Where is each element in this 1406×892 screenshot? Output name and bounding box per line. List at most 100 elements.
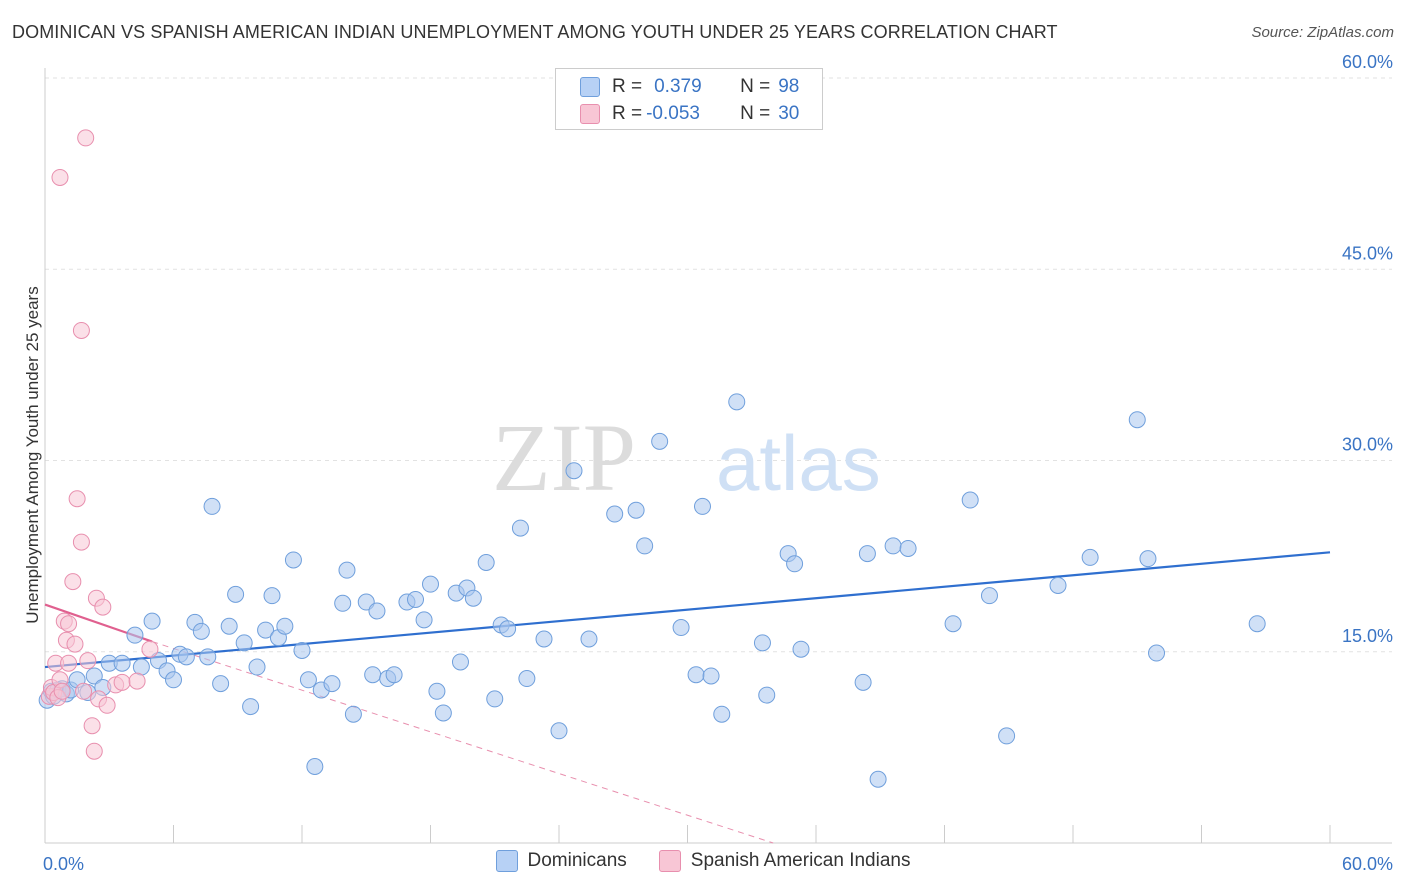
data-point-dominicans (1081, 548, 1099, 566)
stats-row-spanish-american-indians: R = -0.053 N = 30 (580, 100, 799, 128)
data-point-dominicans (535, 630, 553, 648)
stats-n-value: 30 (778, 103, 800, 124)
data-point-dominicans (702, 667, 720, 685)
data-point-dominicans (869, 770, 887, 788)
data-point-dominicans (980, 587, 998, 605)
data-point-dominicans (499, 620, 517, 638)
data-point-dominicans (758, 686, 776, 704)
data-point-spanish-american-indians (72, 533, 90, 551)
data-point-spanish-american-indians (53, 682, 71, 700)
data-point-dominicans (344, 705, 362, 723)
data-point-dominicans (212, 675, 230, 693)
data-point-dominicans (132, 658, 150, 676)
data-point-dominicans (899, 539, 917, 557)
y-tick-label: 15.0% (1342, 626, 1393, 646)
data-point-spanish-american-indians (77, 129, 95, 147)
data-point-dominicans (606, 505, 624, 523)
data-point-spanish-american-indians (72, 321, 90, 339)
stats-swatch-spanish-american-indians (580, 104, 600, 124)
data-point-dominicans (338, 561, 356, 579)
labels-layer: 15.0% 30.0% 45.0% 60.0% 0.0% 60.0% Unemploymen… (23, 52, 1393, 874)
data-point-dominicans (1148, 644, 1166, 662)
data-point-dominicans (627, 501, 645, 519)
data-point-spanish-american-indians (68, 490, 86, 508)
data-point-dominicans (451, 653, 469, 671)
data-point-dominicans (407, 590, 425, 608)
data-point-spanish-american-indians (85, 742, 103, 760)
trend-line-dominicans (44, 551, 1331, 669)
legend-label-dominicans: Dominicans (527, 850, 627, 871)
data-point-dominicans (1139, 550, 1157, 568)
data-point-dominicans (276, 617, 294, 635)
data-point-dominicans (113, 654, 131, 672)
legend-swatch-spanish-american-indians (658, 850, 681, 872)
data-point-dominicans (364, 666, 382, 684)
data-point-spanish-american-indians (83, 717, 101, 735)
data-point-spanish-american-indians (141, 640, 159, 658)
data-point-dominicans (323, 675, 341, 693)
data-point-dominicans (306, 758, 324, 775)
y-tick-label: 60.0% (1342, 52, 1393, 72)
data-point-dominicans (143, 612, 161, 630)
data-point-dominicans (854, 673, 872, 691)
data-point-dominicans (858, 545, 876, 563)
data-point-dominicans (434, 704, 452, 722)
data-point-dominicans (235, 634, 253, 652)
data-point-dominicans (580, 630, 598, 648)
data-point-dominicans (177, 648, 195, 666)
data-point-dominicans (334, 594, 352, 612)
legend-label-spanish-american-indians: Spanish American Indians (690, 850, 911, 871)
data-point-spanish-american-indians (113, 673, 131, 691)
legend-item-spanish-american-indians[interactable]: Spanish American Indians (658, 850, 911, 872)
data-point-spanish-american-indians (94, 598, 112, 616)
trend-line-extended-1 (151, 641, 774, 844)
stats-r-value: 0.379 (654, 76, 702, 97)
data-point-dominicans (203, 497, 221, 515)
data-point-dominicans (511, 519, 529, 537)
data-point-dominicans (753, 634, 771, 652)
data-point-dominicans (242, 698, 260, 716)
data-point-spanish-american-indians (64, 573, 82, 591)
watermark: ZIP atlas (492, 404, 881, 511)
data-point-dominicans (293, 641, 311, 659)
data-point-spanish-american-indians (128, 672, 146, 690)
watermark-zip: ZIP (492, 404, 636, 511)
data-point-dominicans (1128, 411, 1146, 429)
data-point-dominicans (786, 555, 804, 573)
data-point-dominicans (299, 671, 317, 689)
legend-item-dominicans[interactable]: Dominicans (495, 850, 627, 872)
data-point-dominicans (486, 690, 504, 708)
data-point-dominicans (227, 585, 245, 603)
data-point-dominicans (636, 537, 654, 555)
data-point-dominicans (428, 682, 446, 700)
data-point-dominicans (385, 666, 403, 684)
data-point-dominicans (464, 589, 482, 607)
legend: Dominicans Spanish American Indians (0, 850, 1406, 872)
data-point-dominicans (263, 587, 281, 605)
data-point-dominicans (85, 667, 103, 685)
data-point-dominicans (422, 575, 439, 593)
stats-r-value: -0.053 (646, 103, 700, 124)
stats-row-dominicans: R = 0.379 N = 98 (580, 73, 799, 101)
y-tick-label: 45.0% (1342, 243, 1393, 263)
legend-swatch-dominicans (495, 850, 518, 872)
data-point-dominicans (944, 615, 962, 633)
data-point-dominicans (687, 666, 705, 684)
axis-layer (44, 68, 1392, 844)
data-point-dominicans (126, 626, 144, 644)
stats-swatch-dominicans (580, 77, 600, 97)
data-point-dominicans (884, 537, 902, 555)
data-point-dominicans (257, 621, 275, 639)
data-point-spanish-american-indians (79, 652, 97, 670)
data-point-dominicans (199, 648, 217, 666)
data-point-spanish-american-indians (66, 635, 84, 653)
data-point-dominicans (550, 722, 568, 740)
data-point-spanish-american-indians (51, 168, 69, 186)
stats-n-value: 98 (778, 76, 800, 97)
x-tick-label: 60.0% (1342, 854, 1393, 874)
data-point-dominicans (713, 705, 731, 723)
watermark-atlas: atlas (716, 419, 881, 507)
data-point-dominicans (565, 462, 583, 480)
data-point-dominicans (284, 551, 302, 569)
data-point-spanish-american-indians (75, 682, 93, 700)
